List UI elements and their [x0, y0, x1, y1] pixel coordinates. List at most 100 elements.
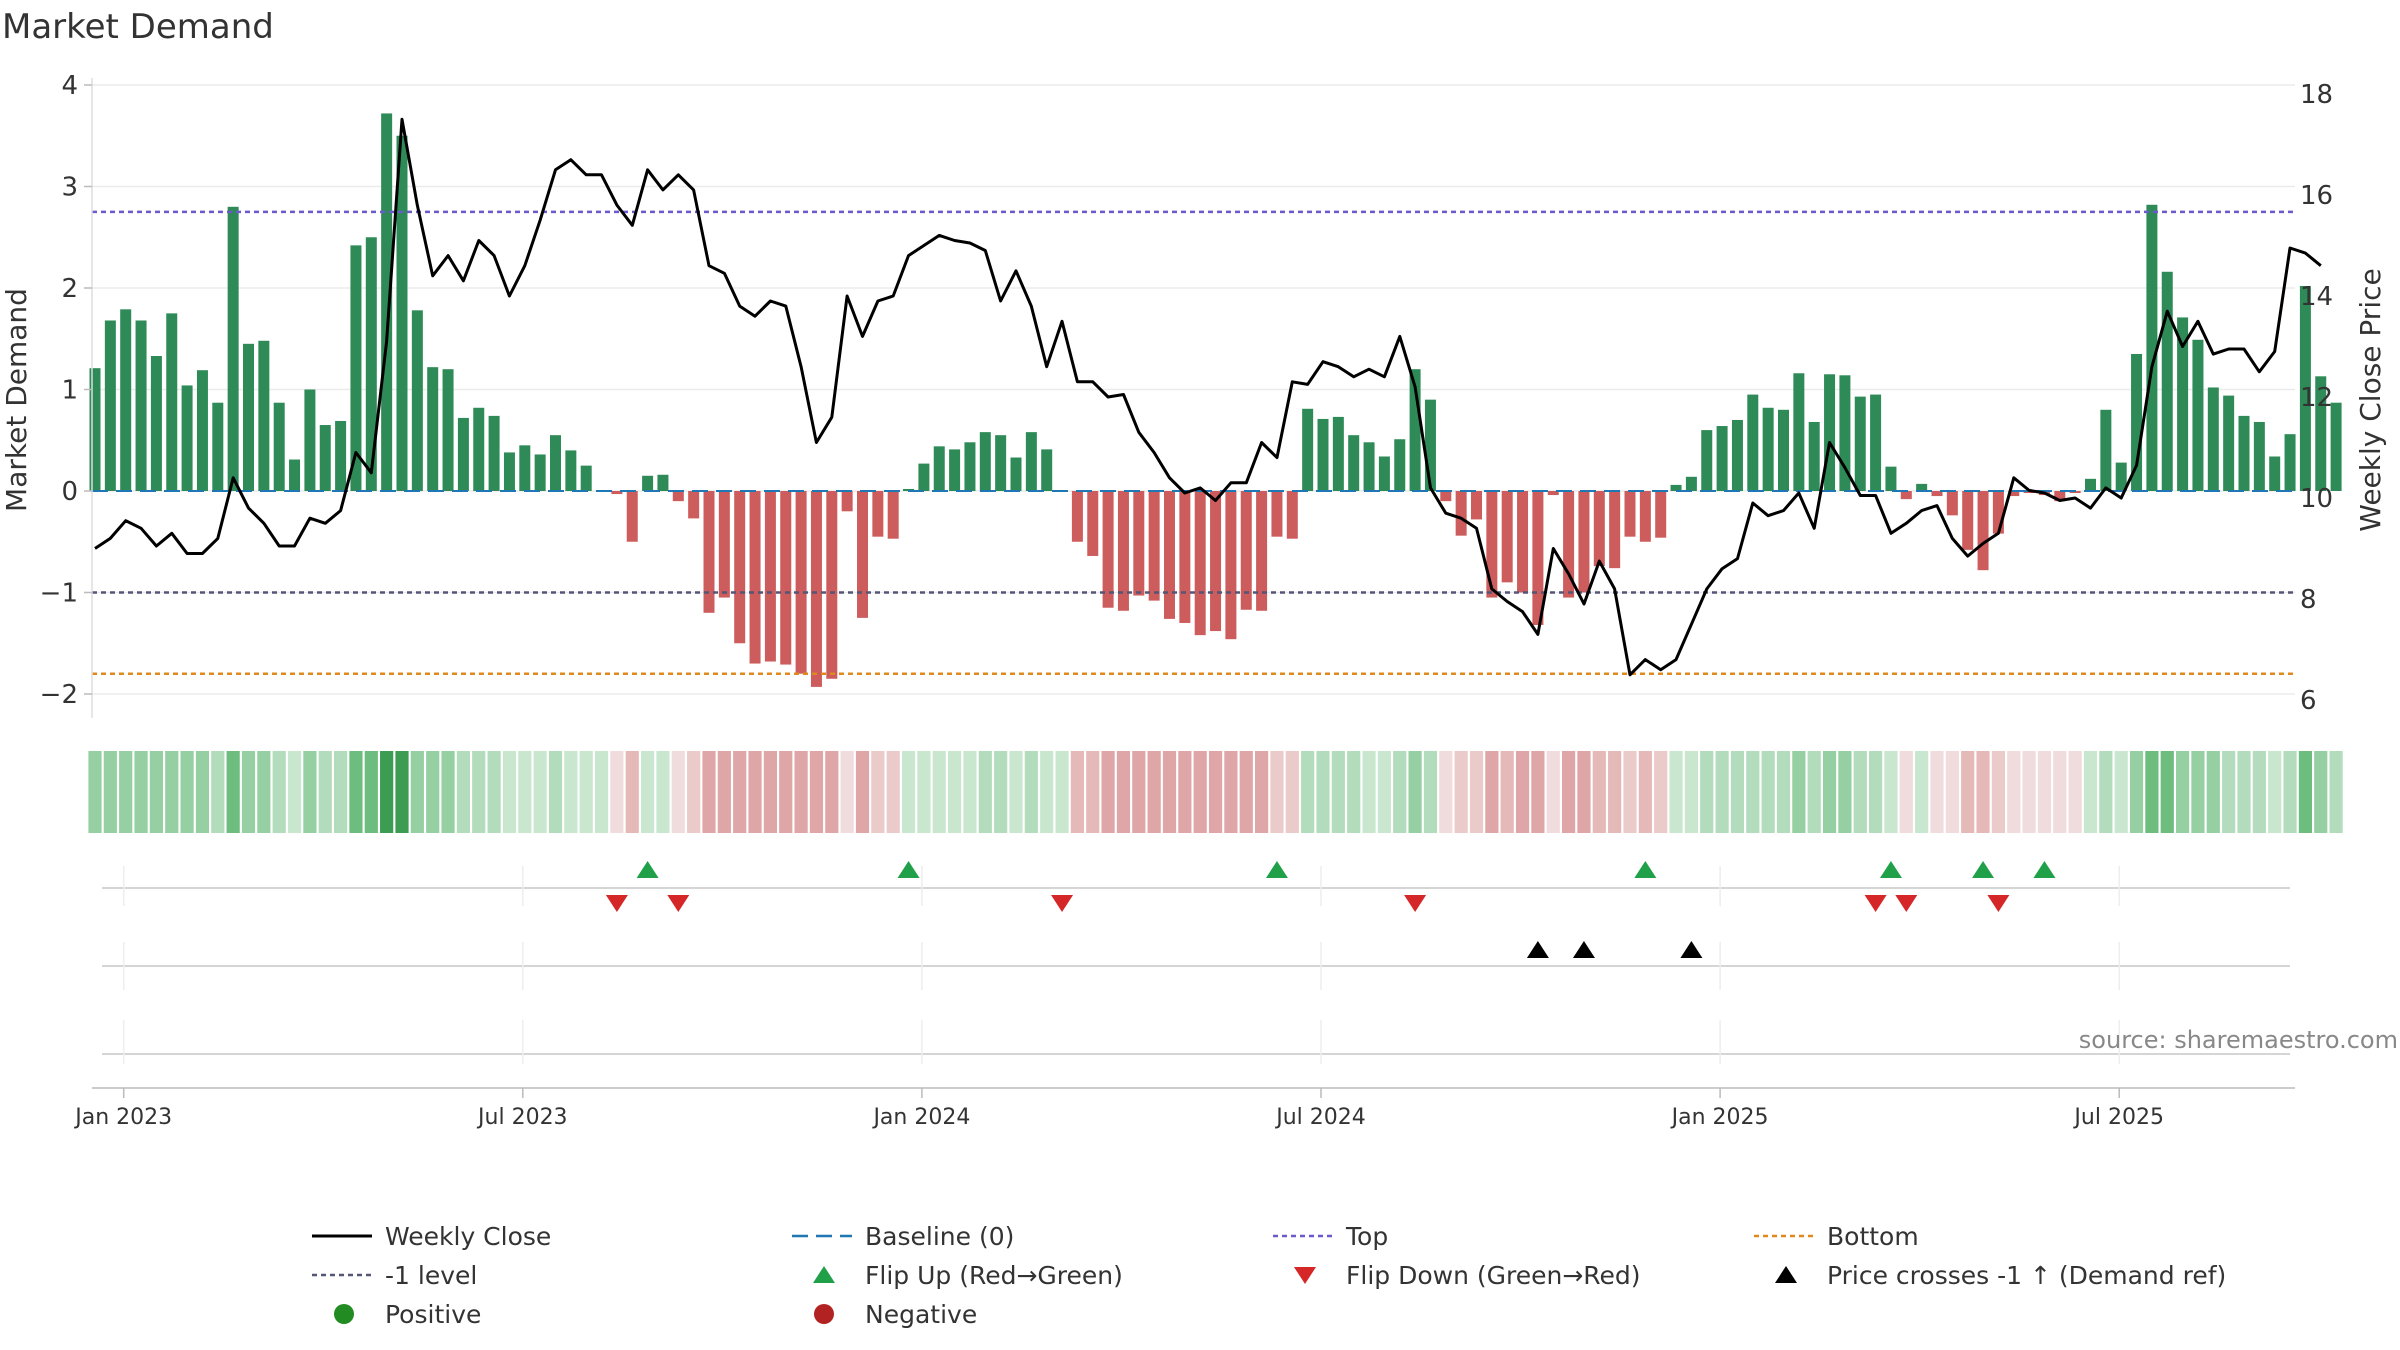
flip-down-marker: [1895, 895, 1918, 912]
demand-strip-cell: [855, 751, 870, 833]
demand-bar: [2100, 409, 2112, 491]
demand-strip-cell: [2314, 751, 2328, 833]
demand-bar: [2115, 462, 2127, 491]
demand-bar: [227, 206, 239, 492]
demand-bar: [1363, 442, 1375, 491]
demand-strip-cell: [2160, 751, 2174, 833]
demand-strip-cell: [579, 751, 593, 833]
demand-bar: [2299, 285, 2311, 491]
demand-strip-cell: [2145, 751, 2159, 833]
demand-bar: [979, 432, 991, 491]
demand-bar: [764, 491, 776, 662]
demand-strip-cell: [134, 751, 148, 833]
y-axis-label: Market Demand: [0, 288, 33, 512]
demand-bar: [2253, 421, 2265, 491]
demand-bar: [1854, 396, 1866, 491]
demand-bar: [1455, 491, 1467, 536]
demand-strip-cell: [272, 751, 286, 833]
demand-bar: [1870, 394, 1882, 491]
demand-bar: [1394, 439, 1406, 491]
demand-bar: [427, 367, 439, 491]
demand-strip-cell: [1562, 751, 1576, 833]
demand-strip-cell: [763, 751, 777, 833]
demand-strip-cell: [456, 751, 470, 833]
demand-strip-cell: [948, 751, 962, 833]
demand-bar: [304, 389, 316, 491]
demand-strip-cell: [548, 751, 563, 833]
demand-strip-cell: [671, 751, 685, 833]
demand-strip-cell: [2129, 751, 2144, 833]
demand-strip-cell: [1423, 751, 1438, 833]
demand-bar: [1778, 409, 1789, 491]
y2-tick-label: 6: [2300, 686, 2317, 716]
demand-strip-cell: [564, 751, 578, 833]
demand-bar: [1010, 457, 1022, 491]
demand-strip-cell: [165, 751, 179, 833]
demand-bar: [1793, 373, 1805, 491]
demand-strip-cell: [2068, 751, 2082, 833]
flip-up-marker: [1879, 861, 1902, 878]
demand-bar: [718, 491, 730, 598]
demand-strip-cell: [1853, 751, 1867, 833]
demand-bar: [964, 442, 976, 491]
demand-bar: [381, 113, 393, 492]
demand-bar: [1563, 491, 1575, 598]
demand-strip-cell: [2176, 751, 2190, 833]
x-tick-label: Jul 2024: [1274, 1105, 1366, 1130]
legend-label: Bottom: [1827, 1222, 1919, 1251]
flip-down-marker: [605, 895, 628, 912]
demand-bar: [1409, 369, 1421, 491]
demand-bar: [1164, 491, 1175, 619]
demand-strip-cell: [2283, 751, 2297, 833]
demand-bar: [1133, 491, 1145, 596]
demand-strip-cell: [1055, 751, 1069, 833]
demand-strip-cell: [1669, 751, 1683, 833]
demand-bar: [2315, 376, 2327, 491]
demand-bar: [1731, 419, 1743, 491]
demand-bar: [1824, 374, 1836, 491]
legend-label: -1 level: [385, 1261, 477, 1290]
demand-strip-cell: [840, 751, 854, 833]
demand-bar: [1655, 491, 1667, 538]
demand-bar: [1808, 421, 1820, 491]
demand-strip-cell: [1454, 751, 1468, 833]
demand-bar: [1685, 476, 1697, 491]
legend-label: Flip Up (Red→Green): [865, 1261, 1123, 1290]
weekly-close-line: [94, 117, 2322, 677]
demand-strip-cell: [1485, 751, 1499, 833]
y2-tick-label: 8: [2300, 585, 2317, 615]
demand-bar: [903, 488, 915, 491]
demand-strip-cell: [226, 751, 240, 833]
demand-bar: [457, 417, 469, 491]
demand-strip-cell: [717, 751, 731, 833]
x-tick-label: Jan 2023: [73, 1105, 172, 1130]
demand-strip-cell: [334, 751, 348, 833]
demand-bar: [289, 459, 301, 491]
demand-bar: [1348, 435, 1360, 491]
y2-tick-label: 18: [2300, 80, 2333, 110]
demand-strip-cell: [1546, 751, 1560, 833]
demand-bar: [411, 310, 423, 491]
demand-bar: [810, 491, 822, 687]
demand-bar: [1624, 491, 1636, 537]
demand-strip-cell: [794, 751, 808, 833]
y-tick-label: 0: [61, 477, 78, 507]
demand-bar: [1593, 491, 1605, 567]
demand-bar: [1900, 491, 1912, 500]
flip-up-marker: [1265, 861, 1288, 878]
demand-strip-cell: [257, 751, 271, 833]
demand-strip-cell: [779, 751, 793, 833]
demand-strip-cell: [410, 751, 424, 833]
legend-label: Positive: [385, 1300, 481, 1329]
demand-strip-cell: [1976, 751, 1990, 833]
demand-bar: [1256, 491, 1268, 611]
demand-strip-cell: [1255, 751, 1269, 833]
demand-strip-cell: [594, 751, 609, 833]
demand-strip-cell: [119, 751, 133, 833]
demand-strip-cell: [1024, 751, 1038, 833]
demand-strip-cell: [195, 751, 210, 833]
demand-strip-cell: [2298, 751, 2312, 833]
demand-bar: [826, 491, 838, 679]
demand-strip-cell: [1869, 751, 1883, 833]
